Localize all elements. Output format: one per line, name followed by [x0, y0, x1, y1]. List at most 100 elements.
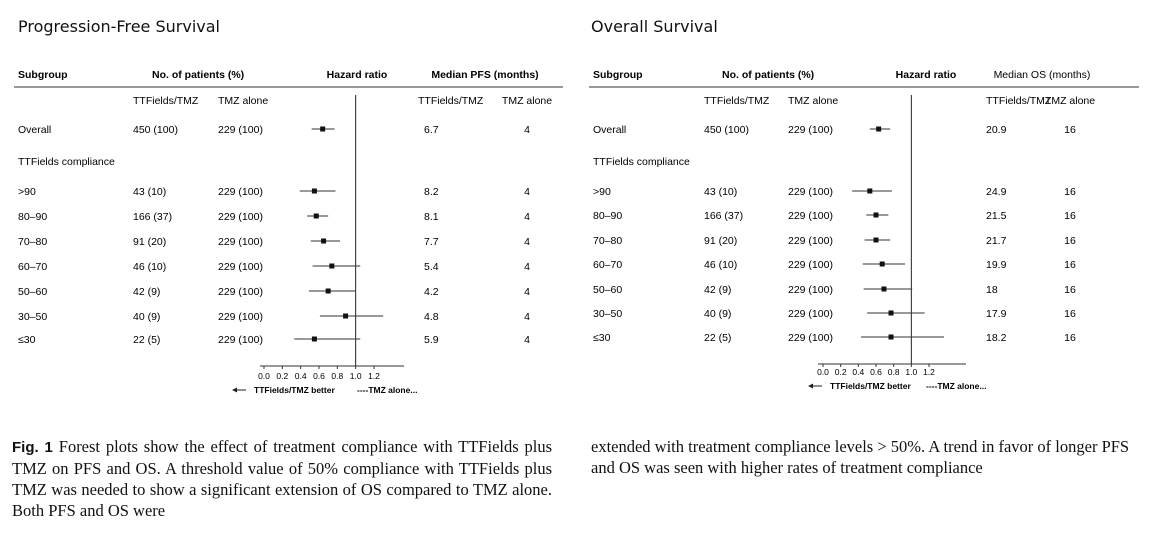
pfs-row-hr-point	[320, 126, 326, 132]
pfs-row-label: 50–60	[18, 286, 47, 298]
os-row-median-tmz: 16	[1064, 308, 1076, 320]
os-row-median-ttfields: 20.9	[986, 124, 1007, 136]
pfs-x-tick-label: 0.8	[331, 371, 343, 381]
os-subheader-col-c: TTFields/TMZ	[986, 95, 1052, 107]
pfs-row-label: 70–80	[18, 236, 47, 248]
pfs-row-n-ttfields: 91 (20)	[133, 236, 166, 248]
os-row-median-tmz: 16	[1064, 210, 1076, 222]
os-row-n-tmz: 229 (100)	[788, 124, 833, 136]
pfs-row-hr-point	[329, 263, 335, 269]
pfs-plot-svg: Subgroup No. of patients (%) Hazard ratio M…	[14, 69, 563, 395]
os-legend-right-label: ----TMZ alone...	[926, 381, 986, 391]
pfs-section-label: TTFields compliance	[18, 156, 115, 168]
os-row-hr-point	[881, 286, 887, 292]
pfs-row-median-tmz: 4	[524, 286, 530, 298]
os-panel-title: Overall Survival	[591, 17, 718, 36]
os-row-label: >90	[593, 186, 611, 198]
pfs-legend-left-arrowhead	[232, 387, 237, 393]
os-row-hr-point	[879, 261, 885, 267]
os-row-median-ttfields: 21.7	[986, 235, 1007, 247]
os-row-median-tmz: 16	[1064, 332, 1076, 344]
os-subheader-col-d: TMZ alone	[1045, 95, 1095, 107]
pfs-x-tick-label: 0.2	[276, 371, 288, 381]
os-row-n-tmz: 229 (100)	[788, 235, 833, 247]
pfs-row-n-ttfields: 166 (37)	[133, 211, 172, 223]
pfs-row-median-tmz: 4	[524, 311, 530, 323]
pfs-x-tick-label: 0.4	[295, 371, 307, 381]
pfs-row-label: 30–50	[18, 311, 47, 323]
os-row-n-tmz: 229 (100)	[788, 259, 833, 271]
pfs-row-median-ttfields: 4.8	[424, 311, 439, 323]
os-row-hr-point	[873, 237, 879, 243]
os-row-n-ttfields: 166 (37)	[704, 210, 743, 222]
pfs-row-median-ttfields: 8.1	[424, 211, 439, 223]
pfs-row-median-ttfields: 5.4	[424, 261, 439, 273]
pfs-row-median-ttfields: 5.9	[424, 334, 439, 346]
os-plot-svg: Subgroup No. of patients (%) Hazard ratio M…	[589, 69, 1139, 391]
pfs-x-tick-label: 1.0	[350, 371, 362, 381]
pfs-row-hr-point	[311, 188, 317, 194]
os-x-tick-label: 0.2	[835, 367, 847, 377]
pfs-row-median-tmz: 4	[524, 211, 530, 223]
pfs-subheader-col-d: TMZ alone	[502, 95, 552, 107]
pfs-row-n-tmz: 229 (100)	[218, 261, 263, 273]
figure-caption-left: Fig. 1 Forest plots show the effect of t…	[12, 436, 552, 521]
pfs-subheader-col-c: TTFields/TMZ	[418, 95, 484, 107]
os-row-hr-point	[876, 126, 882, 132]
os-row-label: Overall	[593, 124, 626, 136]
pfs-row-n-ttfields: 40 (9)	[133, 311, 160, 323]
os-header-subgroup: Subgroup	[593, 69, 643, 81]
os-subheader-col-b: TMZ alone	[788, 95, 838, 107]
pfs-row-n-ttfields: 43 (10)	[133, 186, 166, 198]
os-row-n-tmz: 229 (100)	[788, 284, 833, 296]
os-row-median-ttfields: 19.9	[986, 259, 1007, 271]
os-row-n-ttfields: 43 (10)	[704, 186, 737, 198]
pfs-row-median-ttfields: 8.2	[424, 186, 439, 198]
pfs-row-median-tmz: 4	[524, 334, 530, 346]
pfs-row-n-tmz: 229 (100)	[218, 211, 263, 223]
os-row-n-ttfields: 91 (20)	[704, 235, 737, 247]
os-x-tick-label: 0.6	[870, 367, 882, 377]
os-row-hr-point	[867, 188, 873, 194]
os-x-tick-label: 1.0	[905, 367, 917, 377]
os-row-n-ttfields: 40 (9)	[704, 308, 731, 320]
os-x-tick-label: 0.4	[852, 367, 864, 377]
caption-text-left: Forest plots show the effect of treatmen…	[12, 437, 553, 520]
os-row-hr-point	[888, 334, 894, 340]
os-row-label: 70–80	[593, 235, 622, 247]
pfs-row-hr-point	[343, 313, 349, 319]
os-row-hr-point	[888, 310, 894, 316]
os-row-median-tmz: 16	[1064, 259, 1076, 271]
pfs-x-tick-label: 1.2	[368, 371, 380, 381]
pfs-header-median: Median PFS (months)	[431, 69, 538, 81]
os-x-tick-label: 1.2	[923, 367, 935, 377]
pfs-row-hr-point	[321, 238, 327, 244]
os-row-label: 60–70	[593, 259, 622, 271]
os-row-label: ≤30	[593, 332, 611, 344]
os-row-median-ttfields: 18	[986, 284, 998, 296]
os-header-hazard-ratio: Hazard ratio	[896, 69, 957, 81]
figure-caption-right: extended with treatment compliance level…	[591, 437, 1130, 477]
os-x-tick-label: 0.0	[817, 367, 829, 377]
os-header-median: Median OS (months)	[994, 69, 1091, 81]
pfs-row-n-tmz: 229 (100)	[218, 236, 263, 248]
os-row-median-tmz: 16	[1064, 284, 1076, 296]
os-row-label: 30–50	[593, 308, 622, 320]
pfs-row-n-tmz: 229 (100)	[218, 334, 263, 346]
pfs-row-median-tmz: 4	[524, 261, 530, 273]
os-row-median-ttfields: 18.2	[986, 332, 1007, 344]
pfs-row-n-ttfields: 42 (9)	[133, 286, 160, 298]
os-header-patients: No. of patients (%)	[722, 69, 814, 81]
os-legend-left-arrowhead	[808, 383, 813, 389]
pfs-row-median-ttfields: 4.2	[424, 286, 439, 298]
os-row-n-ttfields: 46 (10)	[704, 259, 737, 271]
pfs-subheader-col-b: TMZ alone	[218, 95, 268, 107]
os-row-median-ttfields: 21.5	[986, 210, 1007, 222]
pfs-row-n-tmz: 229 (100)	[218, 124, 263, 136]
pfs-row-n-tmz: 229 (100)	[218, 286, 263, 298]
os-x-tick-label: 0.8	[888, 367, 900, 377]
pfs-header-subgroup: Subgroup	[18, 69, 68, 81]
pfs-row-median-tmz: 4	[524, 186, 530, 198]
os-row-label: 80–90	[593, 210, 622, 222]
os-row-n-tmz: 229 (100)	[788, 332, 833, 344]
